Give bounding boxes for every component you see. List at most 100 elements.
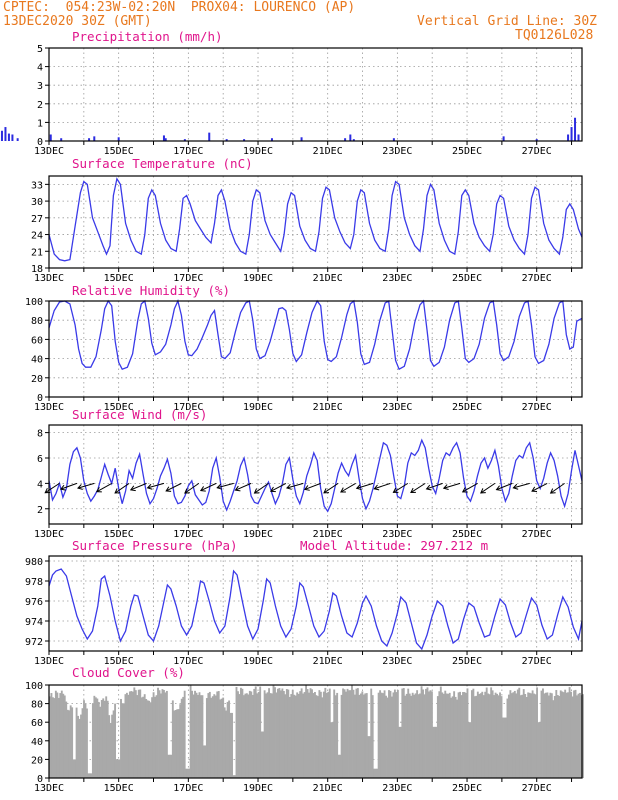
cloud-ytick-label: 0 [37, 774, 43, 785]
wind-arrowhead [234, 485, 241, 492]
cloud-bar [334, 695, 337, 778]
cloud-bar [516, 689, 519, 778]
cloud-bar [359, 693, 362, 778]
cloud-bar [163, 689, 165, 778]
cloud-bar [157, 687, 159, 778]
cloud-bar [488, 694, 491, 778]
cloud-bar [502, 717, 504, 778]
cloud-bar [69, 705, 72, 778]
cloud-bar [134, 690, 137, 778]
cloud-bar [186, 768, 189, 778]
wind-arrowhead [512, 483, 519, 490]
cloud-bar [473, 696, 476, 778]
cloud-bar [414, 693, 417, 778]
cloud-bar [567, 692, 570, 778]
wind-xtick-label: 15DEC [104, 529, 134, 540]
cloud-bar [179, 704, 182, 778]
wind-arrowhead [270, 486, 276, 493]
cloud-bar [241, 688, 244, 778]
wind-arrowhead [77, 484, 83, 490]
precip-bar [225, 139, 228, 141]
cloud-bar [291, 689, 294, 778]
cloud-bar [476, 691, 479, 778]
pres-ytick-label: 974 [25, 617, 43, 628]
cloud-bar [559, 690, 562, 778]
cloud-bar [251, 694, 254, 778]
wind-arrow [44, 482, 60, 494]
cloud-bar [402, 688, 405, 778]
cloud-bar [127, 694, 130, 778]
cloud-bar [574, 689, 577, 778]
precip-bar [93, 136, 96, 141]
cloud-bar [331, 722, 334, 778]
cloud-bar [385, 695, 387, 778]
cloud-bar [290, 694, 293, 778]
cloud-bar [324, 687, 327, 778]
temp-ytick-label: 27 [31, 214, 43, 225]
cloud-bar [225, 710, 228, 778]
cloud-xtick-label: 17DEC [173, 783, 203, 794]
cloud-bar [229, 712, 232, 778]
cloud-bar [522, 689, 525, 778]
cloud-bar [544, 692, 547, 778]
cloud-bar [546, 692, 549, 778]
cloud-bar [404, 695, 407, 778]
cloud-bar [374, 768, 377, 778]
cloud-bar [263, 690, 266, 778]
cloud-bar [518, 687, 521, 778]
precip-bar [49, 134, 52, 141]
wind-arrow [286, 482, 304, 489]
cloud-bar [430, 691, 433, 778]
rh-ytick-label: 40 [31, 355, 43, 366]
rh-xtick-label: 27DEC [522, 402, 552, 413]
wind-arrow [462, 482, 478, 493]
cloud-bar [250, 691, 253, 778]
cloud-bar [262, 731, 265, 778]
cloud-bar [300, 688, 303, 778]
cloud-bar [558, 696, 561, 778]
rh-title: Relative Humidity (%) [72, 283, 230, 298]
wind-xtick-label: 27DEC [522, 529, 552, 540]
cloud-bar [80, 714, 82, 778]
cloud-bar [185, 768, 188, 778]
temp-frame [48, 175, 583, 269]
cloud-bar [392, 692, 395, 778]
cloud-bar [318, 690, 321, 778]
cloud-bar [222, 697, 225, 778]
cloud-bar [328, 688, 331, 778]
cloud-bar [555, 690, 558, 778]
cloud-bar [576, 695, 578, 778]
precip-bar [352, 139, 355, 141]
precip-bar [535, 139, 538, 141]
cloud-bar [570, 691, 573, 778]
cloud-bar [226, 701, 229, 778]
pres-xtick-label: 27DEC [522, 656, 552, 667]
cloud-bar [345, 691, 347, 778]
wind-arrowhead [495, 485, 502, 491]
cloud-bar [537, 722, 540, 778]
cloud-bar [484, 691, 487, 778]
cloud-bar [426, 687, 429, 778]
precip-ytick-label: 2 [37, 100, 43, 111]
cloud-bar [114, 703, 117, 778]
pres-title: Surface Pressure (hPa) [72, 538, 238, 553]
cloud-bar [131, 691, 134, 778]
cloud-bar [413, 694, 416, 778]
cloud-bar [417, 694, 420, 778]
cloud-bar [213, 694, 216, 778]
wind-arrow [356, 482, 374, 489]
temp-xtick-label: 23DEC [382, 273, 412, 284]
wind-arrowhead [146, 483, 153, 490]
cloud-bar [420, 686, 423, 778]
cloud-bar [373, 768, 376, 778]
cloud-bar [368, 736, 371, 778]
cloud-bar [160, 693, 162, 778]
precip-bar [117, 137, 120, 141]
cloud-bar [121, 703, 124, 778]
pres-xtick-label: 25DEC [452, 656, 482, 667]
precip-xtick-label: 21DEC [313, 146, 343, 157]
cloud-bar [316, 696, 319, 778]
cloud-bar [223, 707, 226, 778]
cloud-bar [408, 693, 411, 778]
cloud-bar [376, 768, 379, 778]
